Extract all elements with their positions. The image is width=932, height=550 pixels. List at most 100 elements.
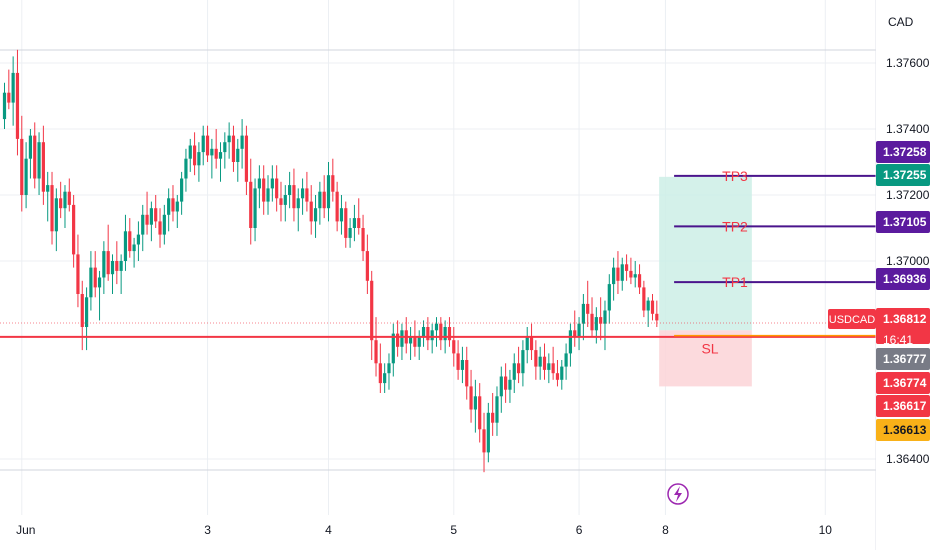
candle-body [577,323,581,337]
candle-body [154,208,158,222]
price-badge-value: 1.36936 [883,272,927,286]
candle-body [421,327,426,337]
candle-body [192,145,197,166]
candle-body [473,396,477,410]
time-tick-label: 8 [662,523,669,537]
price-badge-value: 1.36774 [883,376,927,390]
candle-body [650,300,655,314]
candle-body [417,336,421,347]
price-badge [876,372,930,394]
candle-body [41,142,45,192]
candle-body [292,185,296,209]
candle-body [283,195,287,205]
candle-body [123,231,128,261]
candle-body [201,135,205,153]
candle-body [253,188,257,228]
candle-body [586,303,590,314]
candle-body [89,267,93,298]
candle-body [447,327,452,341]
candle-body [538,356,542,367]
tp-label: TP2 [722,218,748,234]
candle-body [257,178,261,189]
candle-body [460,360,465,370]
candle-body [495,396,499,423]
chart-grid [0,0,876,515]
candle-body [599,317,603,324]
candle-body [499,376,503,397]
candle-body [46,185,50,192]
candle-body [633,274,637,278]
candle-body [28,135,33,159]
stop-zone [659,330,752,387]
candle-body [102,251,106,278]
candle-body [167,198,171,215]
candle-body [218,152,223,159]
price-badge-value: 1.36777 [883,352,927,366]
candle-body [646,300,650,311]
candle-body [63,191,67,209]
candle-body [512,363,516,380]
price-badge-value: 1.36812 [883,312,927,326]
candle-body [387,363,391,374]
candle-body [655,313,659,321]
price-ticks: 1.37600 1.37400 1.37200 1.37000 1.36400 [886,56,930,466]
candle-body [2,92,7,120]
candle-body [624,264,629,271]
candle-body [326,175,331,209]
candle-body [7,92,11,103]
target-zone [659,176,752,331]
candle-body [54,198,58,232]
candle-body [296,198,300,209]
candle-body [642,287,646,311]
currency-label: CAD [888,15,914,29]
price-badges: 1.37258 1.37255 1.37105 1.36936 1.36812 1.367… [828,141,930,441]
candle-body [270,178,274,189]
candle-body [555,373,560,380]
candle-body [408,336,413,344]
candle-body [603,310,607,324]
candle-body [637,274,642,288]
candle-body [383,373,387,384]
candle-body [452,340,456,354]
candle-body [313,208,318,222]
candle-body [275,178,279,199]
price-axis[interactable]: CAD 1.376001.374001.372001.370001.36400 … [828,0,932,550]
symbol-label: USDCAD [829,314,876,326]
candle-body [374,340,378,364]
candle-body [119,261,123,271]
candle-body [262,178,266,202]
candle-body [335,191,339,222]
time-axis[interactable]: Jun 3 4 5 6 8 10 [16,523,832,537]
candle-body [175,201,179,212]
price-badge [876,395,930,417]
candle-body [223,142,227,153]
level-lines: TP3 TP2 TP1 SL [0,168,876,357]
candle-body [37,142,41,179]
candle-body [180,178,184,202]
lightning-bolt-icon[interactable] [667,483,689,505]
price-tick-label: 1.37400 [886,122,930,136]
price-badge [876,268,930,290]
candle-body [396,333,400,347]
candle-body [542,356,547,370]
candle-body [339,208,344,222]
time-tick-label: 6 [576,523,583,537]
time-tick-label: 4 [325,523,332,537]
candle-body [158,221,162,235]
candle-body [80,294,84,327]
price-badge [876,308,930,344]
candle-body [564,353,568,367]
candle-body [612,267,616,285]
symbol-badge [828,309,876,329]
candle-body [357,218,361,228]
candle-body [214,148,218,159]
candle-body [72,204,76,255]
candle-body [439,323,443,341]
candle-body [309,201,313,222]
time-tick-label: 3 [204,523,211,537]
price-badge [876,419,930,441]
candle-body [551,363,555,374]
candle-body [443,327,447,341]
candle-body [162,214,166,235]
